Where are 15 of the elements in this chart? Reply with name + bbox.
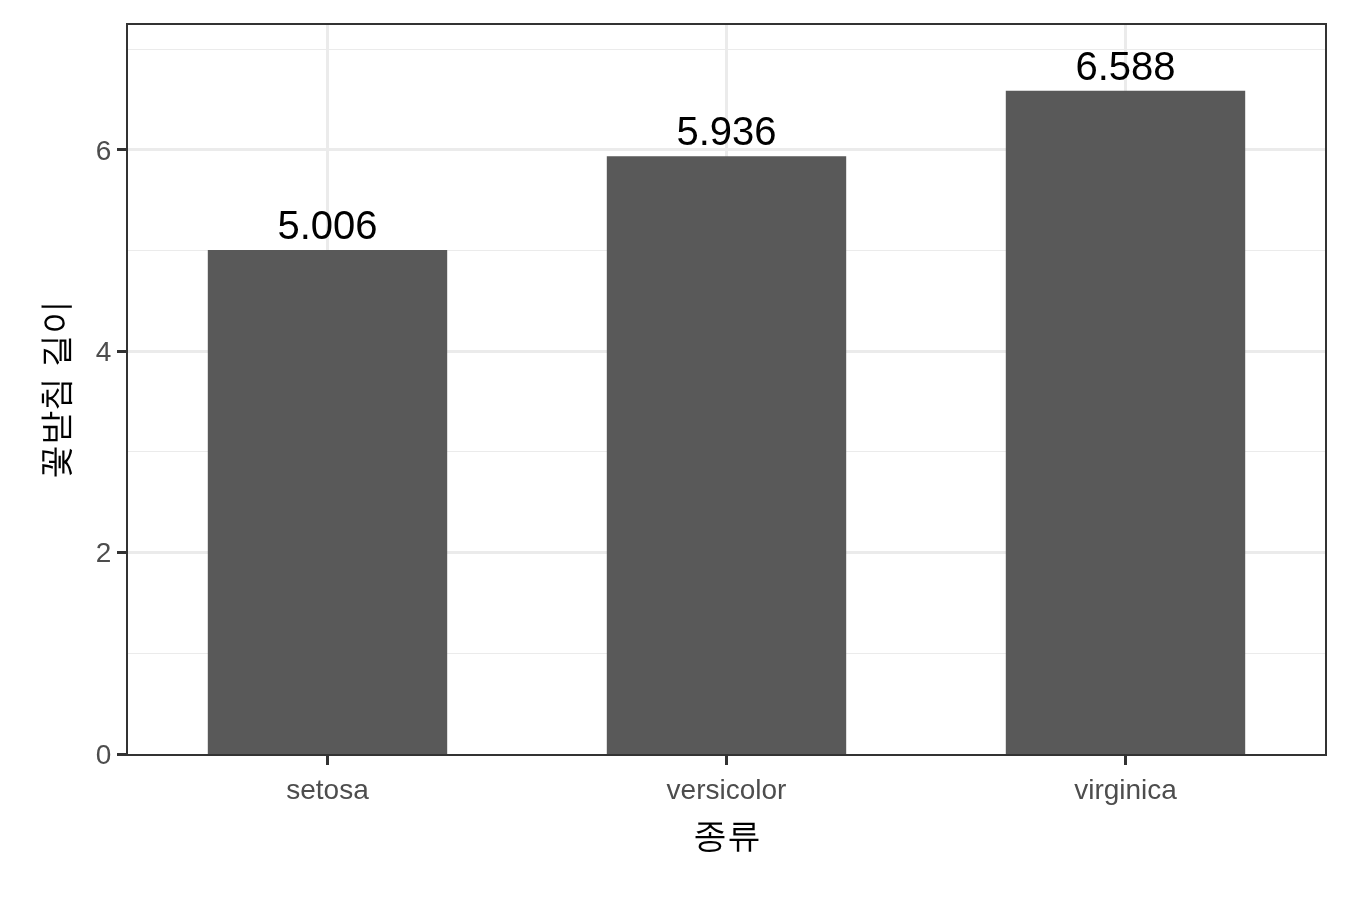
x-tick-label: setosa	[286, 773, 370, 805]
bar	[606, 156, 847, 754]
bar	[207, 249, 448, 754]
data-label: 6.588	[1075, 43, 1176, 88]
y-tick-label: 0	[95, 738, 112, 770]
data-label: 5.936	[676, 109, 777, 154]
x-tick-label: virginica	[1074, 773, 1178, 805]
y-axis-title: 꽃받침 길이	[35, 299, 74, 480]
y-tick-label: 6	[95, 134, 112, 166]
bar	[1005, 90, 1246, 754]
x-tick-label: versicolor	[666, 773, 787, 805]
x-axis-title: 종류	[692, 816, 761, 855]
y-tick-label: 2	[95, 537, 112, 569]
y-tick-label: 4	[95, 336, 112, 368]
data-label: 5.006	[277, 202, 378, 247]
